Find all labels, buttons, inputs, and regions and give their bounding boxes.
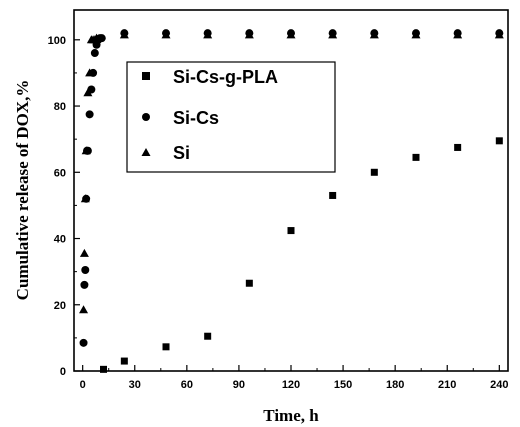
x-axis-title: Time, h — [263, 406, 319, 425]
x-tick-label: 30 — [129, 379, 141, 391]
legend-box — [126, 61, 336, 173]
plot-marks — [79, 29, 504, 373]
point-circle — [80, 280, 89, 289]
point-triangle — [328, 30, 338, 39]
point-triangle — [369, 30, 379, 39]
point-square — [100, 365, 108, 373]
legend-label-si-cs-g-pla: Si-Cs-g-PLA — [173, 67, 278, 87]
point-square — [287, 227, 295, 235]
y-tick-label: 20 — [54, 300, 66, 312]
axis-ticks: 0 30 60 90 120 150 180 210 240 0 20 40 60 80 100 — [48, 35, 509, 391]
point-circle — [79, 338, 88, 347]
point-square — [454, 143, 462, 151]
legend-label-si: Si — [173, 143, 190, 163]
x-tick-label: 90 — [233, 379, 245, 391]
point-triangle — [81, 146, 91, 155]
y-tick-label: 60 — [54, 167, 66, 179]
point-triangle — [161, 30, 171, 39]
point-circle — [90, 49, 99, 58]
legend: Si-Cs-g-PLA Si-Cs Si — [126, 61, 336, 173]
x-tick-label: 150 — [334, 379, 352, 391]
point-triangle — [203, 30, 213, 39]
point-triangle — [79, 248, 89, 257]
x-tick-label: 120 — [282, 379, 300, 391]
point-triangle — [453, 30, 463, 39]
point-square — [329, 191, 337, 199]
point-triangle — [79, 305, 89, 314]
point-triangle — [286, 30, 296, 39]
x-tick-label: 180 — [386, 379, 404, 391]
point-square — [495, 137, 503, 145]
legend-marker-circle — [142, 113, 150, 121]
point-triangle — [80, 194, 90, 203]
y-tick-label: 100 — [48, 35, 66, 47]
x-tick-label: 210 — [438, 379, 456, 391]
point-triangle — [244, 30, 254, 39]
point-triangle — [494, 30, 504, 39]
x-tick-label: 0 — [80, 379, 86, 391]
point-square — [370, 168, 378, 176]
legend-label-si-cs: Si-Cs — [173, 108, 219, 128]
point-triangle — [92, 33, 102, 42]
y-tick-label: 40 — [54, 234, 66, 246]
point-triangle — [119, 30, 129, 39]
legend-marker-triangle — [141, 148, 151, 156]
point-square — [245, 279, 253, 287]
y-tick-label: 80 — [54, 101, 66, 113]
legend-marker-square — [142, 72, 150, 80]
point-square — [162, 343, 170, 351]
x-tick-label: 240 — [490, 379, 508, 391]
y-tick-label: 0 — [60, 366, 66, 378]
point-triangle — [85, 68, 95, 77]
y-axis-title: Cumulative release of DOX,% — [13, 80, 32, 301]
point-square — [204, 332, 212, 340]
point-triangle — [411, 30, 421, 39]
point-circle — [81, 265, 90, 274]
point-square — [412, 153, 420, 161]
x-tick-label: 60 — [181, 379, 193, 391]
point-circle — [85, 110, 94, 119]
point-square — [120, 357, 128, 365]
point-triangle — [83, 88, 93, 97]
